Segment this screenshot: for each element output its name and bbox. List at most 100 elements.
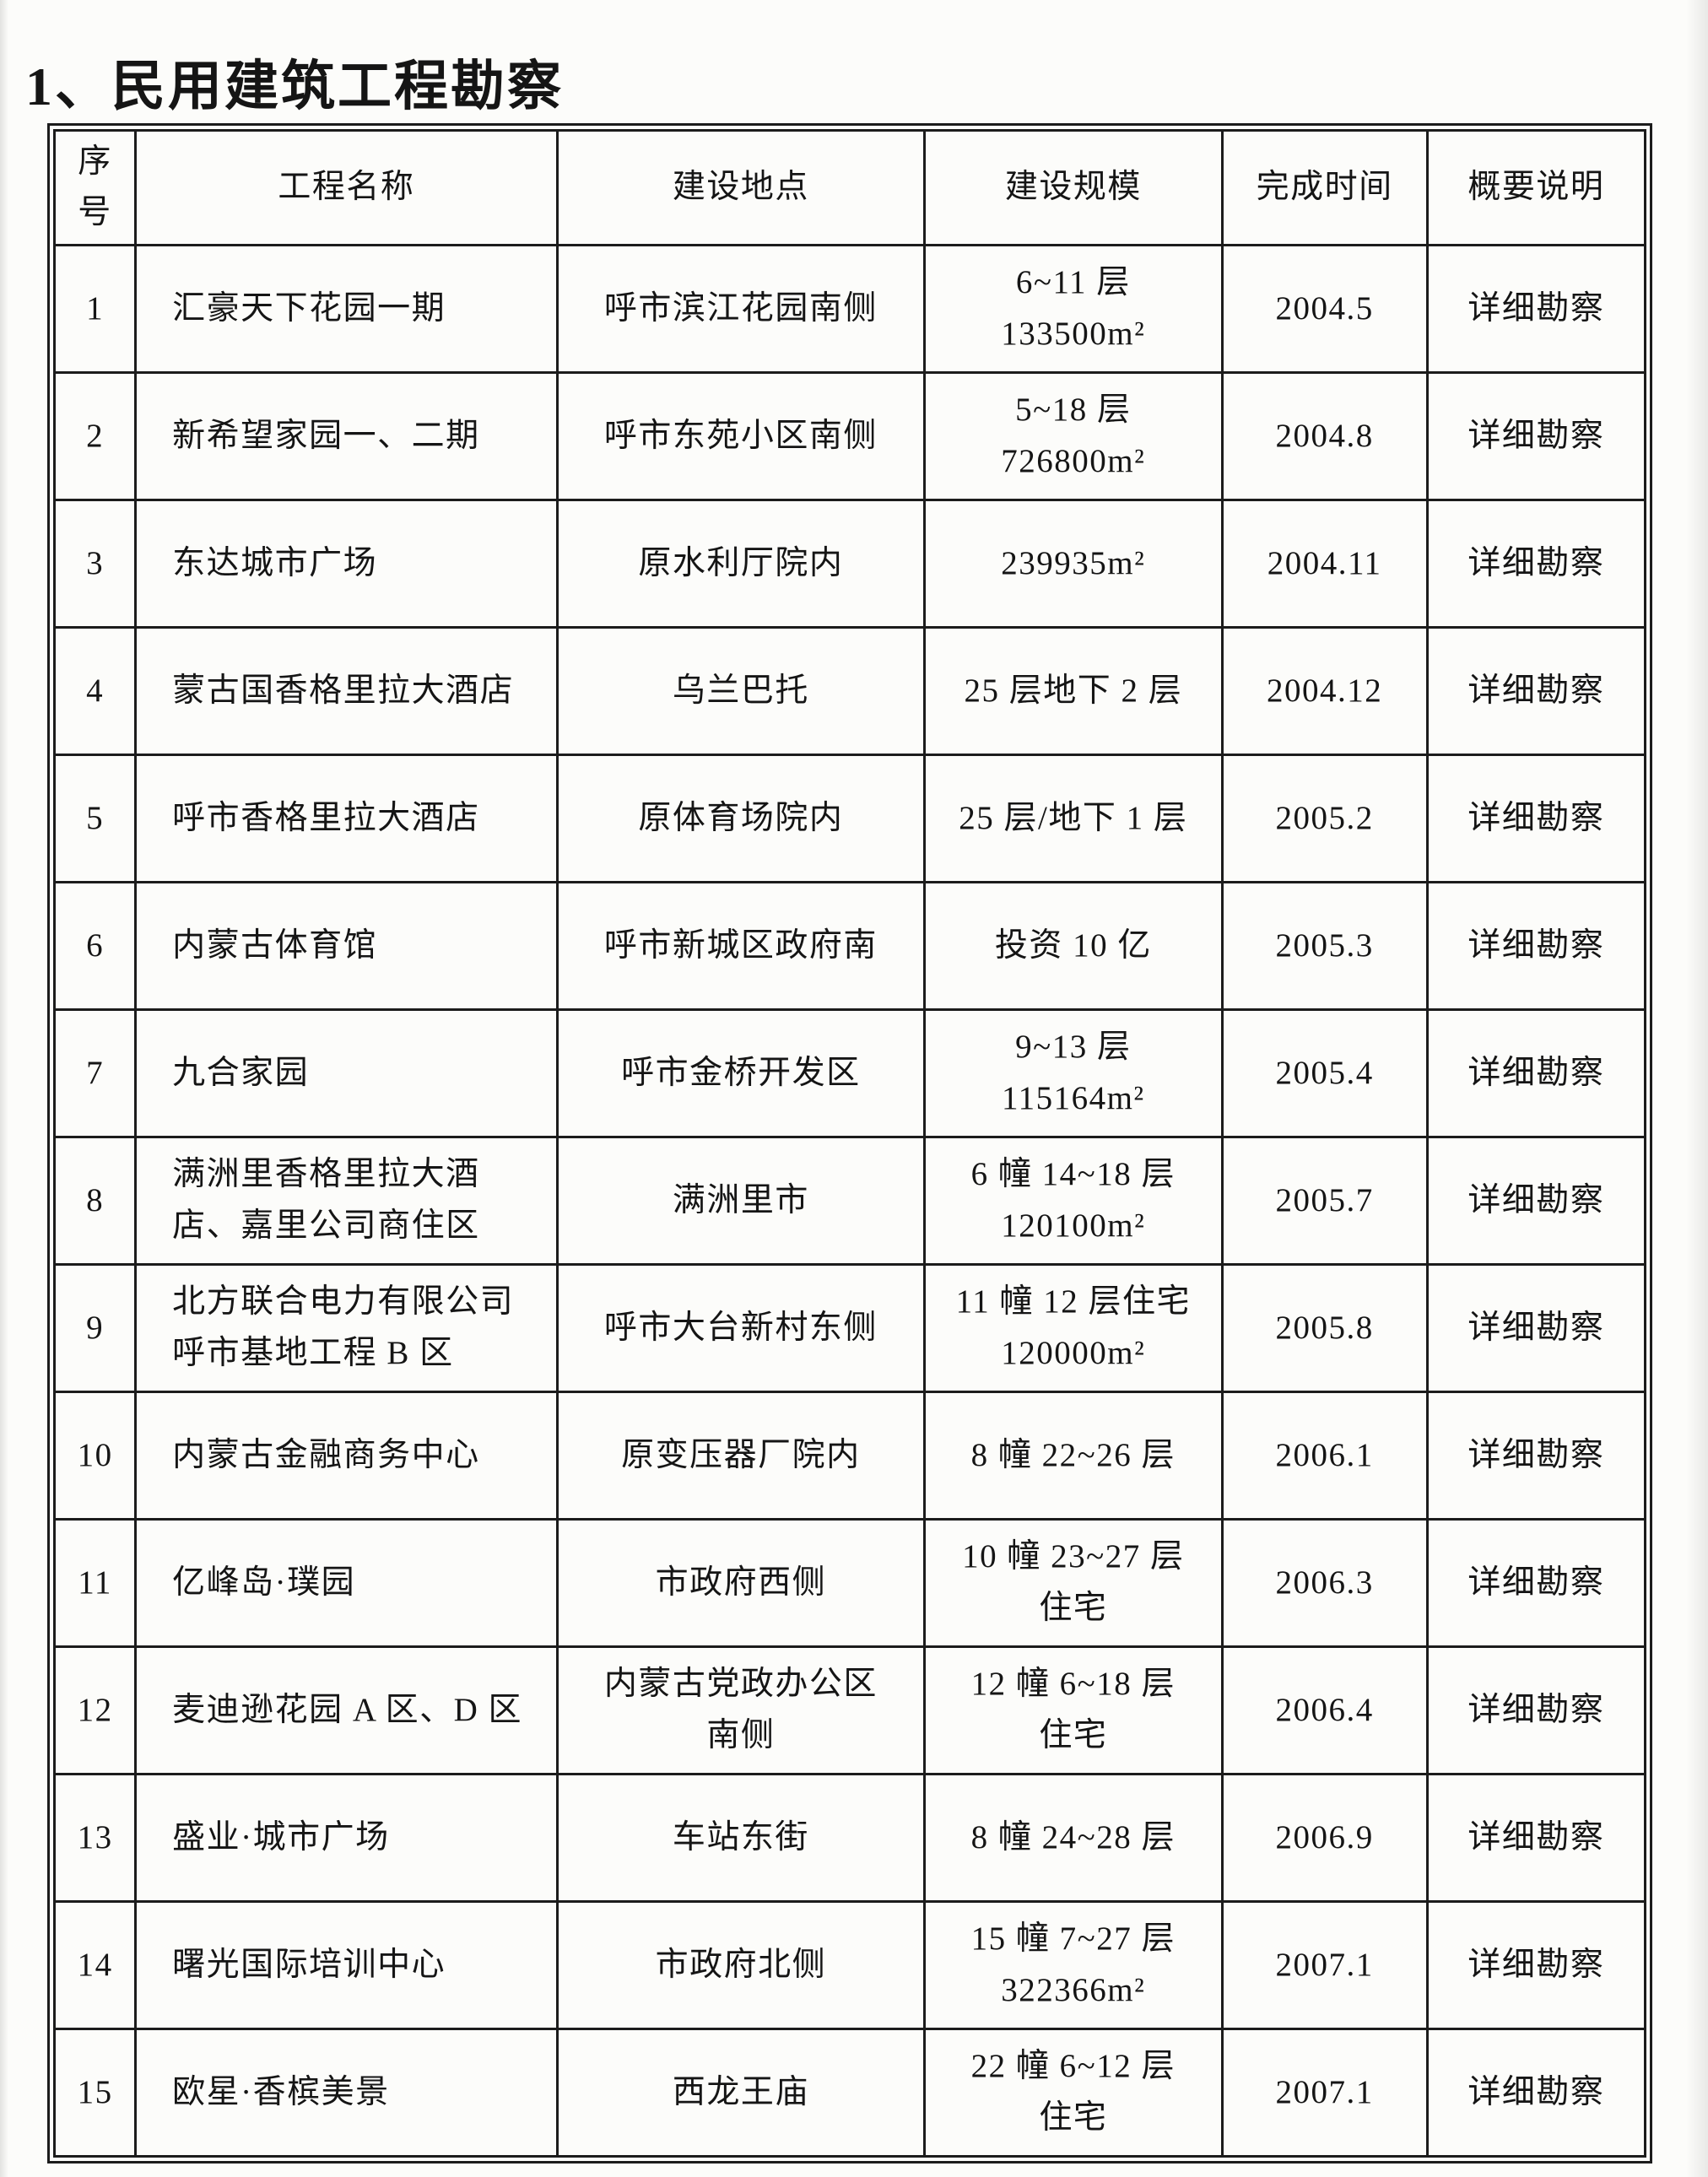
- cell-name: 亿峰岛·璞园: [134, 1517, 559, 1648]
- cell-summary: 详细勘察: [1425, 1517, 1647, 1648]
- cell-no: 9: [52, 1262, 138, 1393]
- table-row: 2 新希望家园一、二期 呼市东苑小区南侧 5~18 层 726800m² 200…: [52, 370, 1647, 501]
- table-body: 1 汇豪天下花园一期 呼市滨江花园南侧 6~11 层 133500m² 2004…: [52, 243, 1647, 2158]
- cell-name: 曙光国际培训中心: [134, 1899, 559, 2030]
- cell-summary: 详细勘察: [1425, 1262, 1647, 1393]
- cell-scale: 5~18 层 726800m²: [923, 370, 1224, 501]
- cell-time: 2004.5: [1220, 243, 1429, 374]
- cell-name: 北方联合电力有限公司 呼市基地工程 B 区: [134, 1262, 559, 1393]
- cell-time: 2007.1: [1220, 1899, 1429, 2030]
- cell-time: 2007.1: [1220, 2027, 1429, 2158]
- scan-edge-artifact-right: [1686, 0, 1708, 2177]
- cell-name: 内蒙古体育馆: [134, 880, 559, 1011]
- cell-no: 4: [52, 625, 138, 756]
- cell-location: 呼市金桥开发区: [555, 1007, 927, 1138]
- header-row: 序号 工程名称 建设地点 建设规模 完成时间 概要说明: [52, 129, 1647, 246]
- cell-location: 呼市大台新村东侧: [555, 1262, 927, 1393]
- table-row: 4 蒙古国香格里拉大酒店 乌兰巴托 25 层地下 2 层 2004.12 详细勘…: [52, 625, 1647, 756]
- cell-name: 满洲里香格里拉大酒 店、嘉里公司商住区: [134, 1135, 559, 1266]
- cell-scale: 10 幢 23~27 层 住宅: [923, 1517, 1224, 1648]
- header-location: 建设地点: [555, 129, 927, 246]
- cell-scale: 15 幢 7~27 层 322366m²: [923, 1899, 1224, 2030]
- projects-table-frame: 序号 工程名称 建设地点 建设规模 完成时间 概要说明 1 汇豪天下花园一期 呼…: [47, 123, 1652, 2163]
- cell-no: 1: [52, 243, 138, 374]
- cell-name: 盛业·城市广场: [134, 1772, 559, 1903]
- cell-name: 呼市香格里拉大酒店: [134, 753, 559, 883]
- cell-scale: 8 幢 22~26 层: [923, 1390, 1224, 1521]
- cell-scale: 6~11 层 133500m²: [923, 243, 1224, 374]
- cell-scale: 6 幢 14~18 层 120100m²: [923, 1135, 1224, 1266]
- cell-scale: 投资 10 亿: [923, 880, 1224, 1011]
- cell-summary: 详细勘察: [1425, 243, 1647, 374]
- cell-scale: 22 幢 6~12 层 住宅: [923, 2027, 1224, 2158]
- cell-time: 2006.4: [1220, 1645, 1429, 1775]
- cell-no: 12: [52, 1645, 138, 1775]
- table-row: 3 东达城市广场 原水利厅院内 239935m² 2004.11 详细勘察: [52, 498, 1647, 629]
- cell-location: 原变压器厂院内: [555, 1390, 927, 1521]
- table-row: 5 呼市香格里拉大酒店 原体育场院内 25 层/地下 1 层 2005.2 详细…: [52, 753, 1647, 883]
- cell-time: 2004.11: [1220, 498, 1429, 629]
- cell-scale: 8 幢 24~28 层: [923, 1772, 1224, 1903]
- cell-time: 2005.2: [1220, 753, 1429, 883]
- cell-scale: 239935m²: [923, 498, 1224, 629]
- cell-time: 2004.8: [1220, 370, 1429, 501]
- cell-name: 九合家园: [134, 1007, 559, 1138]
- table-row: 13 盛业·城市广场 车站东街 8 幢 24~28 层 2006.9 详细勘察: [52, 1772, 1647, 1903]
- cell-summary: 详细勘察: [1425, 1645, 1647, 1775]
- cell-summary: 详细勘察: [1425, 370, 1647, 501]
- cell-time: 2005.3: [1220, 880, 1429, 1011]
- cell-summary: 详细勘察: [1425, 1772, 1647, 1903]
- cell-summary: 详细勘察: [1425, 1007, 1647, 1138]
- cell-location: 呼市新城区政府南: [555, 880, 927, 1011]
- table-row: 12 麦迪逊花园 A 区、D 区 内蒙古党政办公区 南侧 12 幢 6~18 层…: [52, 1645, 1647, 1775]
- cell-scale: 9~13 层 115164m²: [923, 1007, 1224, 1138]
- cell-no: 15: [52, 2027, 138, 2158]
- cell-no: 7: [52, 1007, 138, 1138]
- header-time: 完成时间: [1220, 129, 1429, 246]
- table-row: 11 亿峰岛·璞园 市政府西侧 10 幢 23~27 层 住宅 2006.3 详…: [52, 1517, 1647, 1648]
- table-row: 1 汇豪天下花园一期 呼市滨江花园南侧 6~11 层 133500m² 2004…: [52, 243, 1647, 374]
- table-row: 14 曙光国际培训中心 市政府北侧 15 幢 7~27 层 322366m² 2…: [52, 1899, 1647, 2030]
- cell-no: 13: [52, 1772, 138, 1903]
- cell-location: 车站东街: [555, 1772, 927, 1903]
- cell-summary: 详细勘察: [1425, 498, 1647, 629]
- cell-scale: 25 层地下 2 层: [923, 625, 1224, 756]
- cell-name: 汇豪天下花园一期: [134, 243, 559, 374]
- cell-name: 内蒙古金融商务中心: [134, 1390, 559, 1521]
- header-no: 序号: [52, 129, 138, 246]
- scan-edge-artifact-left: [0, 0, 8, 2177]
- cell-no: 2: [52, 370, 138, 501]
- cell-location: 乌兰巴托: [555, 625, 927, 756]
- cell-name: 新希望家园一、二期: [134, 370, 559, 501]
- page-title: 1、民用建筑工程勘察: [25, 56, 564, 116]
- table-row: 7 九合家园 呼市金桥开发区 9~13 层 115164m² 2005.4 详细…: [52, 1007, 1647, 1138]
- cell-no: 14: [52, 1899, 138, 2030]
- cell-location: 内蒙古党政办公区 南侧: [555, 1645, 927, 1775]
- cell-no: 10: [52, 1390, 138, 1521]
- cell-summary: 详细勘察: [1425, 880, 1647, 1011]
- cell-name: 欧星·香槟美景: [134, 2027, 559, 2158]
- projects-table: 序号 工程名称 建设地点 建设规模 完成时间 概要说明 1 汇豪天下花园一期 呼…: [52, 129, 1647, 2158]
- table-row: 6 内蒙古体育馆 呼市新城区政府南 投资 10 亿 2005.3 详细勘察: [52, 880, 1647, 1011]
- cell-summary: 详细勘察: [1425, 2027, 1647, 2158]
- cell-summary: 详细勘察: [1425, 1899, 1647, 2030]
- cell-time: 2005.7: [1220, 1135, 1429, 1266]
- cell-scale: 12 幢 6~18 层 住宅: [923, 1645, 1224, 1775]
- header-name: 工程名称: [134, 129, 559, 246]
- cell-summary: 详细勘察: [1425, 1135, 1647, 1266]
- cell-time: 2006.9: [1220, 1772, 1429, 1903]
- header-scale: 建设规模: [923, 129, 1224, 246]
- cell-no: 11: [52, 1517, 138, 1648]
- cell-name: 麦迪逊花园 A 区、D 区: [134, 1645, 559, 1775]
- table-header: 序号 工程名称 建设地点 建设规模 完成时间 概要说明: [52, 129, 1647, 246]
- cell-time: 2006.1: [1220, 1390, 1429, 1521]
- cell-time: 2005.8: [1220, 1262, 1429, 1393]
- header-summary: 概要说明: [1425, 129, 1647, 246]
- cell-location: 市政府西侧: [555, 1517, 927, 1648]
- cell-location: 呼市滨江花园南侧: [555, 243, 927, 374]
- table-row: 8 满洲里香格里拉大酒 店、嘉里公司商住区 满洲里市 6 幢 14~18 层 1…: [52, 1135, 1647, 1266]
- cell-location: 原体育场院内: [555, 753, 927, 883]
- cell-time: 2004.12: [1220, 625, 1429, 756]
- cell-name: 东达城市广场: [134, 498, 559, 629]
- cell-summary: 详细勘察: [1425, 753, 1647, 883]
